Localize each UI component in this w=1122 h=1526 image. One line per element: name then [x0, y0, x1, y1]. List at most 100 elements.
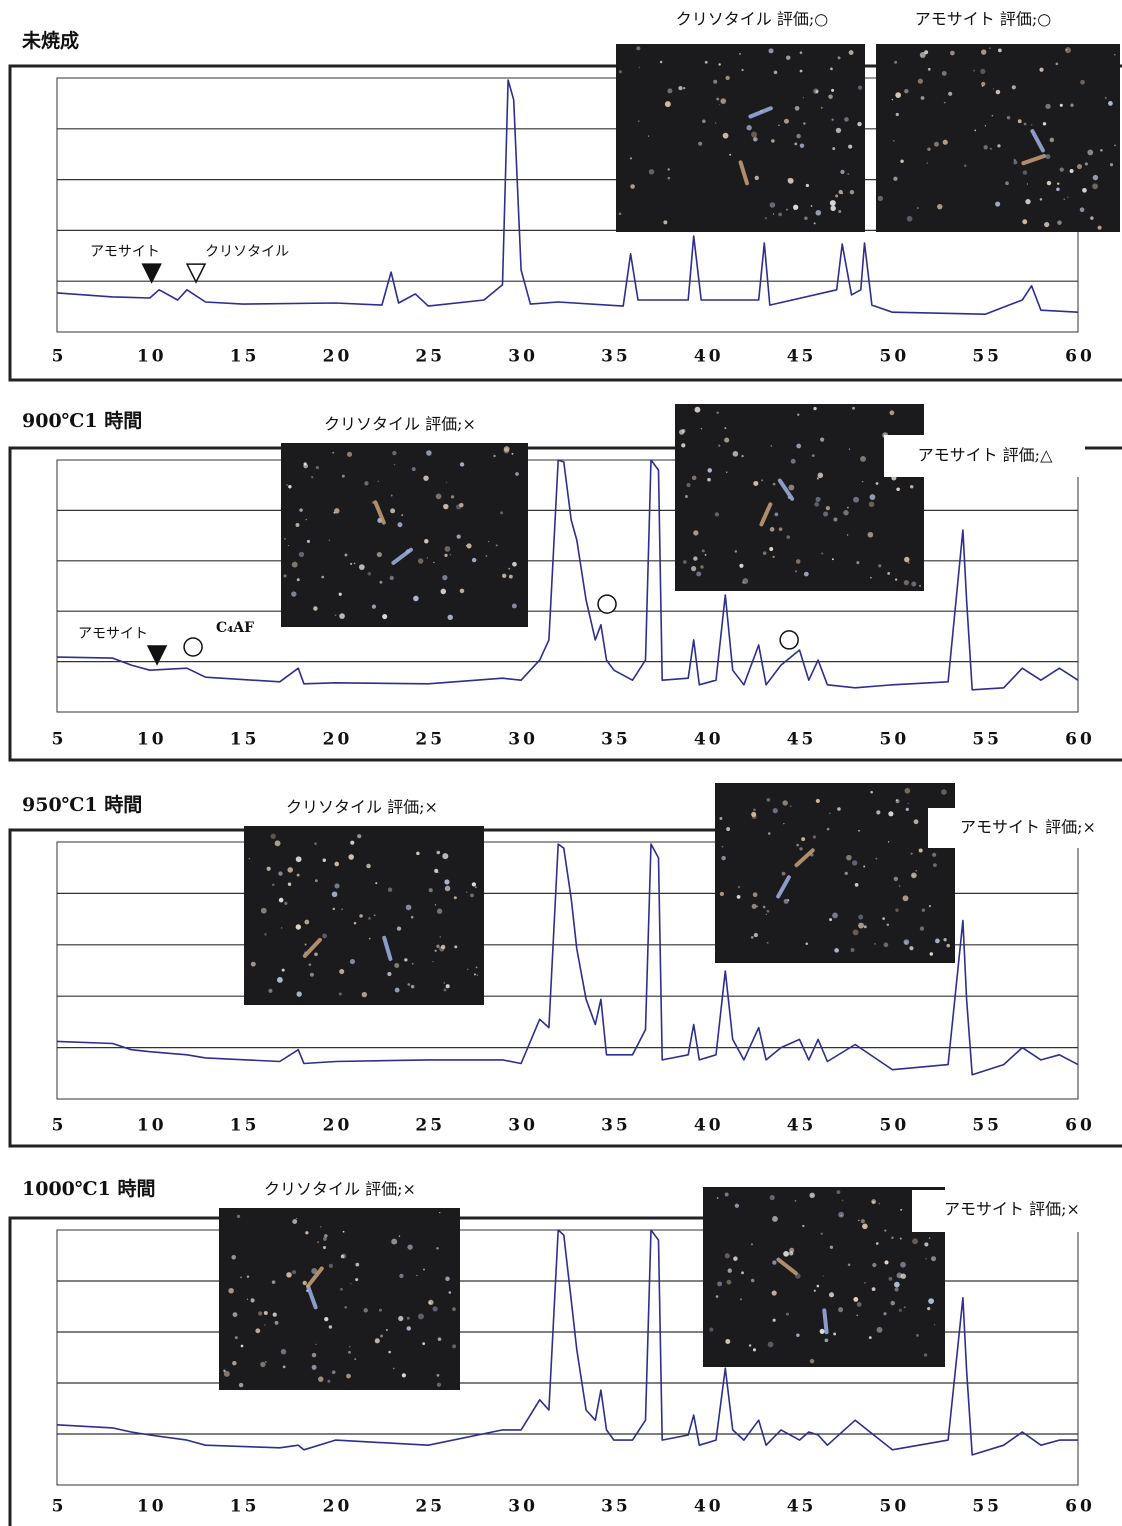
image-speck — [271, 1280, 276, 1284]
image-speck — [1049, 137, 1055, 143]
image-speck — [394, 987, 400, 993]
image-speck — [751, 811, 757, 817]
image-speck — [353, 562, 356, 565]
image-speck — [387, 887, 393, 892]
image-speck — [1011, 85, 1016, 90]
image-speck — [283, 574, 287, 578]
image-speck — [838, 1307, 844, 1313]
image-speck — [783, 898, 789, 904]
image-speck — [286, 484, 288, 486]
image-speck — [493, 454, 496, 458]
image-speck — [240, 1276, 242, 1279]
image-speck — [814, 502, 819, 507]
image-speck — [799, 143, 805, 148]
x-tick-label: 25 — [415, 730, 445, 750]
image-speck — [857, 1219, 860, 1222]
image-speck — [348, 854, 354, 860]
image-speck — [715, 1295, 719, 1298]
image-speck — [340, 1254, 345, 1259]
image-speck — [1065, 48, 1068, 51]
image-speck — [769, 1195, 775, 1201]
image-speck — [846, 854, 852, 861]
image-speck — [416, 851, 420, 856]
image-speck — [799, 51, 803, 55]
image-speck — [942, 139, 948, 145]
image-speck — [856, 561, 860, 565]
image-speck — [813, 88, 819, 94]
image-speck — [678, 86, 683, 91]
image-speck — [803, 571, 809, 577]
image-speck — [846, 534, 849, 536]
image-speck — [434, 904, 437, 906]
image-speck — [450, 495, 455, 499]
image-speck — [906, 215, 913, 222]
image-speck — [1092, 174, 1099, 181]
image-speck — [724, 1253, 730, 1259]
image-speck — [848, 50, 854, 55]
image-speck — [452, 1307, 456, 1312]
image-speck — [452, 1344, 457, 1349]
image-fiber — [382, 935, 393, 961]
image-speck — [284, 901, 288, 905]
image-speck — [819, 1328, 825, 1334]
image-speck — [349, 959, 356, 965]
panel-frame — [8, 64, 1122, 382]
image-speck — [903, 1306, 906, 1309]
image-speck — [844, 871, 848, 876]
image-speck — [638, 66, 641, 69]
image-speck — [887, 572, 891, 575]
image-speck — [348, 1350, 351, 1354]
image-speck — [734, 550, 738, 553]
image-speck — [840, 1214, 843, 1217]
image-speck — [417, 558, 424, 564]
image-speck — [928, 905, 932, 908]
image-speck — [647, 135, 650, 137]
annotation: クリソタイル — [205, 244, 289, 260]
image-speck — [714, 512, 720, 517]
image-speck — [877, 195, 884, 202]
image-speck — [928, 1298, 934, 1305]
image-speck — [895, 92, 902, 99]
panel-title: 900℃1 時間 — [22, 410, 142, 432]
image-speck — [340, 1287, 343, 1291]
image-speck — [232, 1360, 237, 1366]
x-tick-label: 60 — [1065, 347, 1095, 367]
image-speck — [874, 942, 877, 945]
image-fiber — [391, 547, 414, 565]
micrograph — [219, 1208, 460, 1390]
image-speck — [905, 807, 909, 812]
image-speck — [751, 131, 758, 138]
image-speck — [720, 98, 727, 104]
image-speck — [278, 871, 283, 876]
inset-caption: クリソタイル 評価;× — [286, 798, 438, 817]
image-speck — [864, 1282, 866, 1284]
image-speck — [264, 933, 267, 936]
image-speck — [754, 175, 759, 181]
image-speck — [263, 1311, 268, 1315]
image-speck — [291, 561, 298, 568]
image-speck — [1108, 101, 1113, 106]
image-speck — [363, 1308, 368, 1313]
image-speck — [268, 988, 273, 993]
image-fiber — [1030, 129, 1045, 153]
x-tick-label: 50 — [880, 1116, 910, 1136]
image-speck — [436, 1373, 440, 1377]
image-speck — [258, 1311, 263, 1316]
marker — [183, 637, 203, 657]
image-speck — [752, 1348, 757, 1352]
image-speck — [719, 103, 721, 106]
image-speck — [794, 1200, 797, 1202]
image-speck — [782, 800, 788, 806]
image-speck — [837, 807, 841, 811]
image-speck — [995, 89, 1001, 95]
image-speck — [659, 60, 663, 64]
image-speck — [295, 856, 302, 863]
image-speck — [367, 572, 372, 576]
image-speck — [912, 1238, 918, 1245]
image-speck — [927, 1307, 931, 1311]
image-speck — [698, 141, 703, 146]
image-speck — [240, 1344, 244, 1348]
x-tick-label: 45 — [787, 1497, 817, 1517]
image-speck — [794, 105, 800, 111]
inset-caption: アモサイト 評価;○ — [915, 10, 1051, 29]
